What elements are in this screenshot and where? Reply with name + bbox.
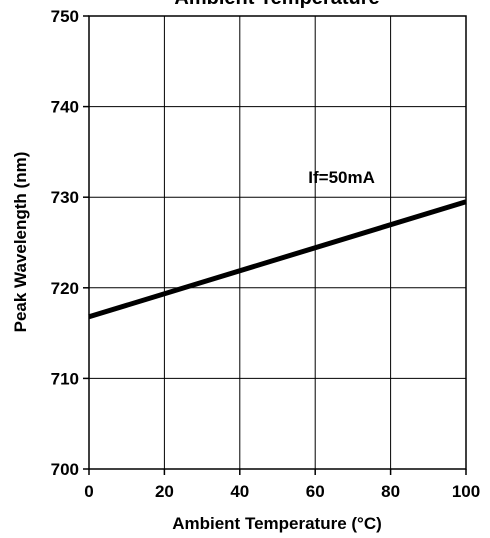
x-tick-label-4: 80 [381, 482, 400, 501]
annotation-0: If=50mA [308, 168, 375, 187]
annotations: If=50mA [308, 168, 375, 187]
y-tick-label-5: 750 [51, 7, 79, 26]
y-tick-label-4: 740 [51, 98, 79, 117]
grid [88, 15, 467, 470]
y-tick-label-1: 710 [51, 369, 79, 388]
x-axis-label: Ambient Temperature (°C) [172, 514, 382, 533]
y-axis: 700 710 720 730 740 750 [51, 7, 89, 479]
y-axis-label: Peak Wavelength (nm) [11, 152, 30, 333]
series-line-0 [88, 199, 467, 320]
y-tick-label-0: 700 [51, 460, 79, 479]
x-tick-label-0: 0 [84, 482, 93, 501]
x-tick-label-3: 60 [306, 482, 325, 501]
x-tick-label-2: 40 [230, 482, 249, 501]
plot-frame [88, 15, 467, 470]
y-tick-label-3: 730 [51, 188, 79, 207]
y-tick-label-2: 720 [51, 279, 79, 298]
x-tick-label-5: 100 [452, 482, 480, 501]
chart-title: Ambient Temperature [174, 0, 379, 9]
x-axis: 0 20 40 60 80 100 [84, 469, 480, 501]
x-tick-label-1: 20 [155, 482, 174, 501]
series-layer [88, 199, 467, 320]
